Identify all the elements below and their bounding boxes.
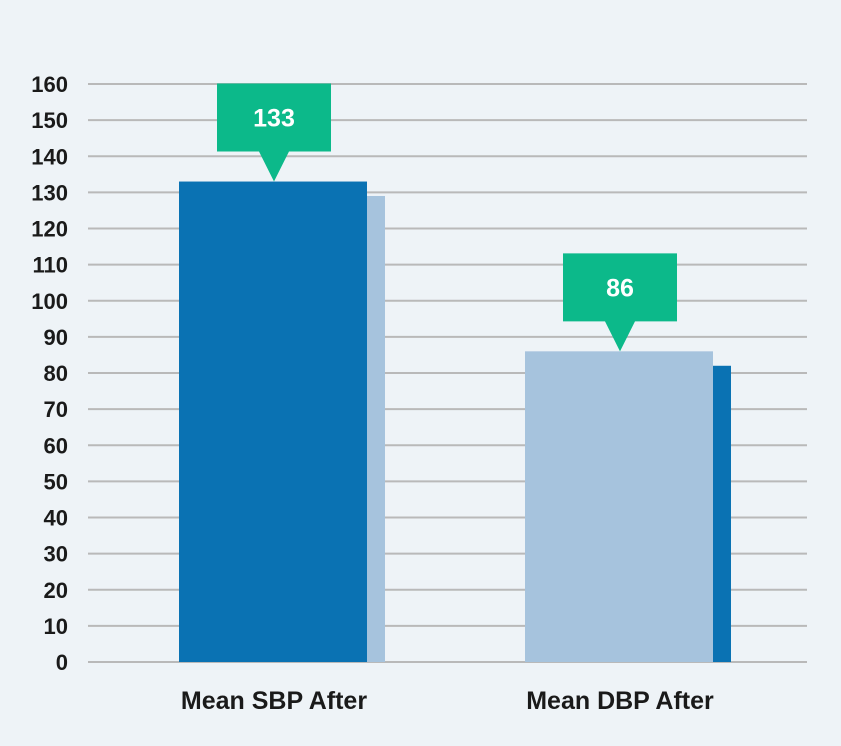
y-tick-label: 30: [44, 542, 68, 567]
y-tick-label: 0: [56, 650, 68, 675]
bar: [525, 351, 713, 662]
y-tick-label: 160: [31, 72, 68, 97]
bar-shadow: [367, 195, 385, 663]
y-tick-label: 100: [31, 289, 68, 314]
y-tick-label: 60: [44, 433, 68, 458]
category-label: Mean DBP After: [526, 687, 714, 715]
y-tick-label: 40: [44, 506, 68, 531]
y-tick-label: 150: [31, 108, 68, 133]
value-callout: [563, 253, 677, 352]
category-labels: Mean SBP After Mean DBP After: [181, 687, 714, 715]
y-tick-label: 90: [44, 325, 68, 350]
bar: [179, 181, 367, 662]
value-label: 86: [606, 274, 634, 302]
category-label: Mean SBP After: [181, 687, 367, 715]
bars: [179, 181, 731, 663]
y-tick-label: 50: [44, 469, 68, 494]
y-tick-label: 140: [31, 144, 68, 169]
y-tick-label: 80: [44, 361, 68, 386]
y-tick-label: 120: [31, 217, 68, 242]
y-tick-label: 130: [31, 180, 68, 205]
value-callout: [217, 83, 331, 182]
y-tick-label: 110: [33, 253, 69, 278]
y-axis-ticks: 0 10 20 30 40 50 60 70 80 90 100 110 120 130 140 150 160: [31, 72, 68, 675]
y-tick-label: 70: [44, 397, 68, 422]
y-tick-label: 10: [44, 614, 68, 639]
value-callouts: 133 86: [217, 83, 677, 352]
bar-shadow: [713, 365, 731, 662]
value-label: 133: [253, 105, 295, 133]
y-tick-label: 20: [44, 578, 68, 603]
